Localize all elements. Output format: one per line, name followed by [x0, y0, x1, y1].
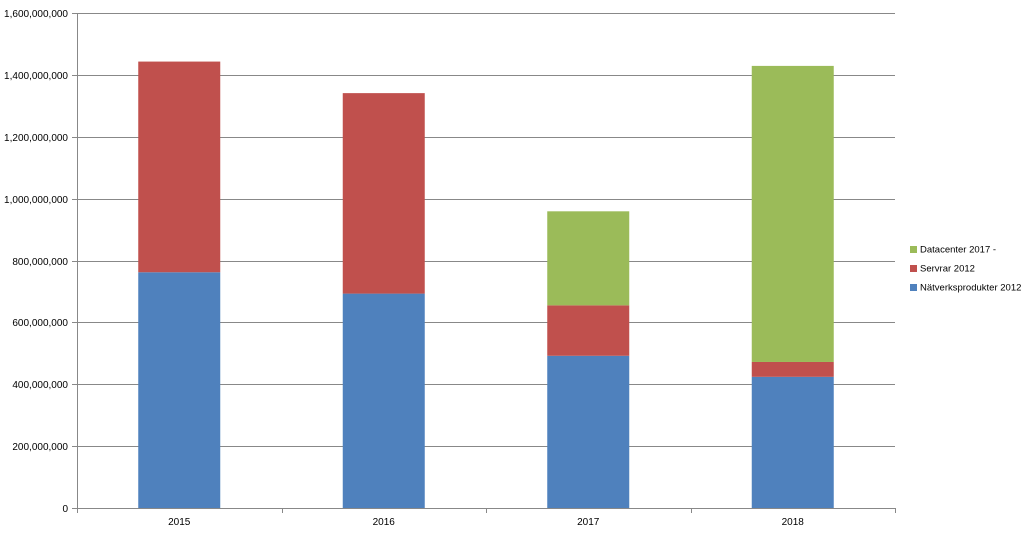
y-tick-label: 0: [62, 504, 68, 515]
x-tick-label: 2017: [577, 517, 600, 528]
y-tick-label: 1,000,000,000: [4, 195, 68, 206]
legend: Datacenter 2017 - Servrar 2012 Nätverkspro…: [910, 245, 1021, 294]
bars: [138, 61, 834, 508]
y-tick-label: 800,000,000: [12, 257, 68, 268]
bar-segment: [547, 305, 630, 356]
bar-segment: [547, 355, 630, 508]
x-tick-label: 2016: [373, 517, 396, 528]
y-tick-label: 400,000,000: [12, 380, 68, 391]
bar-segment: [751, 65, 834, 362]
y-tick-label: 1,400,000,000: [4, 71, 68, 82]
x-tick-label: 2015: [168, 517, 191, 528]
axes: 0 200,000,000 400,000,000 600,000,000 800,00…: [4, 9, 896, 528]
y-tick-label: 200,000,000: [12, 442, 68, 453]
bar-segment: [342, 293, 425, 508]
y-tick-label: 1,200,000,000: [4, 133, 68, 144]
legend-swatch: [910, 284, 917, 291]
y-tick-label: 1,600,000,000: [4, 9, 68, 20]
bar-segment: [138, 272, 221, 508]
bar-segment: [751, 361, 834, 377]
bar-segment: [751, 376, 834, 508]
legend-label: Servrar 2012: [920, 264, 975, 275]
x-tick-label: 2018: [782, 517, 805, 528]
legend-label: Nätverksprodukter 2012: [920, 283, 1021, 294]
bar-segment: [547, 211, 630, 306]
y-tick-label: 600,000,000: [12, 318, 68, 329]
bar-segment: [138, 61, 221, 273]
bar-segment: [342, 93, 425, 294]
legend-swatch: [910, 265, 917, 272]
legend-label: Datacenter 2017 -: [920, 245, 996, 256]
legend-swatch: [910, 246, 917, 253]
